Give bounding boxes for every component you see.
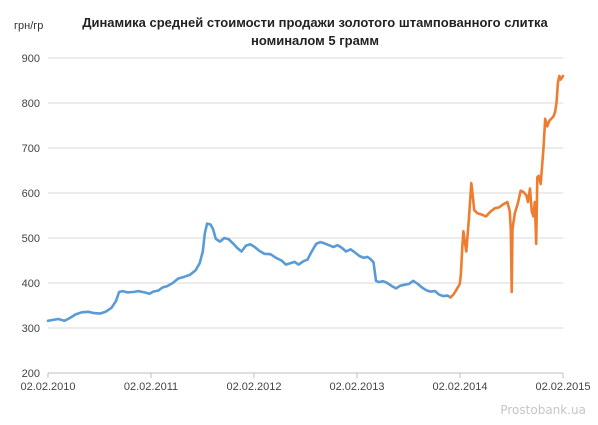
chart-title-line-1: Динамика средней стоимости продажи золот… (82, 15, 548, 30)
y-tick-label: 700 (22, 143, 40, 155)
y-tick-label: 600 (22, 188, 40, 200)
y-tick-label: 900 (22, 53, 40, 65)
y-tick-label: 300 (22, 323, 40, 335)
x-tick-label: 02.02.2011 (124, 381, 178, 393)
grid-lines (48, 57, 563, 329)
x-axis: 02.02.2010 02.02.2011 02.02.2012 02.02.2013… (20, 372, 591, 393)
x-tick-label: 02.02.2013 (329, 381, 384, 393)
y-tick-label: 200 (22, 368, 40, 380)
y-axis-unit-label: грн/гр (14, 20, 44, 32)
series-line-1 (46, 222, 452, 323)
x-tick-label: 02.02.2015 (535, 381, 590, 393)
y-tick-label: 400 (22, 278, 40, 290)
series-line-2 (449, 74, 565, 299)
x-tick-label: 02.02.2014 (432, 381, 487, 393)
chart-title-line-2: номиналом 5 грамм (250, 33, 380, 48)
y-tick-label: 800 (22, 98, 40, 110)
x-tick-label: 02.02.2010 (20, 381, 75, 393)
y-axis-ticks: 200 300 400 500 600 700 800 900 (22, 53, 40, 380)
x-tick-label: 02.02.2012 (226, 381, 281, 393)
y-tick-label: 500 (22, 233, 40, 245)
watermark: Prostobank.ua (500, 403, 586, 417)
series-group (46, 74, 565, 323)
